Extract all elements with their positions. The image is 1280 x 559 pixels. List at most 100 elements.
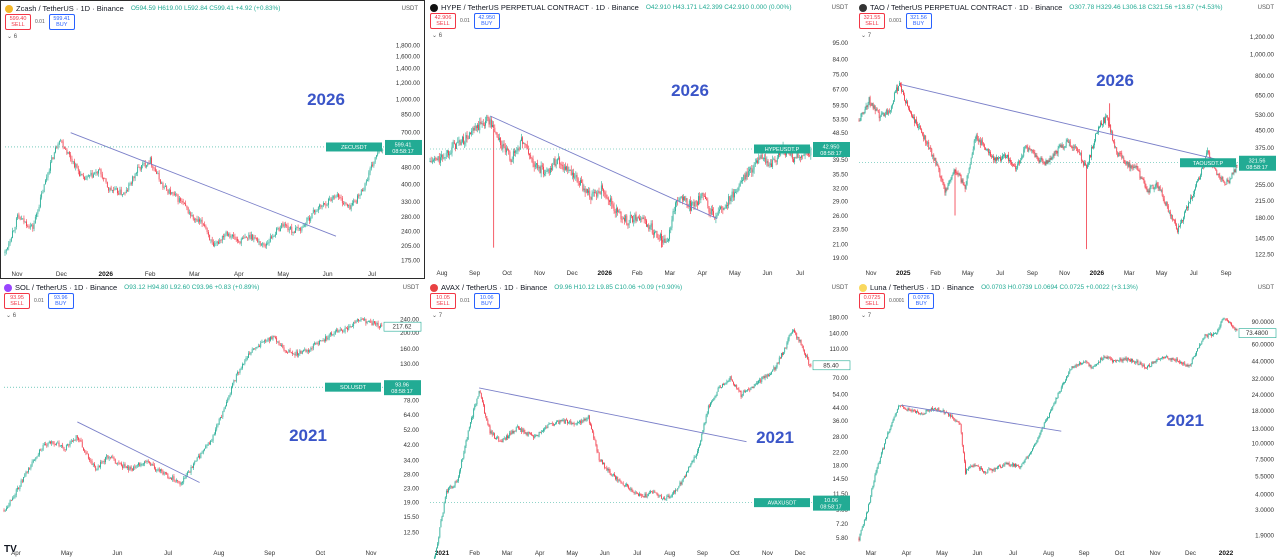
candle-body	[142, 163, 144, 166]
candle-body	[934, 157, 936, 161]
indicators-toggle[interactable]: ⌄ 7	[861, 33, 872, 39]
trendline[interactable]	[490, 115, 718, 219]
indicators-toggle[interactable]: ⌄ 7	[432, 313, 443, 319]
candle-body	[571, 423, 573, 425]
candle-body	[202, 450, 204, 453]
buy-button[interactable]: 93.96 BUY	[47, 293, 74, 309]
candle-body	[791, 152, 793, 160]
candle-body	[1119, 152, 1121, 154]
candle-body	[622, 218, 624, 220]
candle-body	[1108, 356, 1110, 358]
candle-body	[481, 397, 483, 403]
candle-body	[590, 197, 592, 200]
candle-body	[722, 383, 723, 388]
chart-panel-sol[interactable]: 12.50 15.50 19.00 23.00 28.00 34.00 42.00 52.00…	[0, 280, 425, 559]
last-price-text: 321.56	[1249, 158, 1266, 164]
candle-body	[772, 159, 774, 167]
indicators-toggle[interactable]: ⌄ 7	[861, 313, 872, 319]
candle-body	[627, 224, 629, 226]
candle-body	[229, 393, 231, 396]
x-tick-label: Sep	[697, 550, 709, 557]
trendline[interactable]	[901, 404, 1062, 432]
candle-body	[70, 154, 72, 159]
candle-body	[503, 438, 505, 440]
buy-button[interactable]: 42.950 BUY	[473, 13, 500, 29]
trendline[interactable]	[77, 421, 200, 483]
candle-body	[1063, 147, 1065, 149]
sell-label: SELL	[436, 21, 450, 27]
candle-body	[1053, 154, 1055, 156]
chart-panel-hype[interactable]: 19.00 21.00 23.50 26.00 29.00 32.00 35.50 39.50…	[426, 0, 854, 279]
candle-body	[452, 141, 454, 147]
candle-body	[101, 174, 103, 179]
chart-panel-zec[interactable]: 175.00 205.00 240.00 280.00 330.00 400.00 480.…	[0, 0, 425, 279]
candle-body	[23, 476, 24, 482]
trendline[interactable]	[901, 84, 1234, 164]
candle-body	[990, 469, 992, 470]
candle-body	[881, 113, 883, 115]
chart-title[interactable]: SOL / TetherUS · 1D · Binance	[15, 283, 118, 292]
candle-body	[1076, 148, 1078, 152]
candle-body	[1228, 321, 1229, 323]
candle-body	[1172, 358, 1174, 359]
indicators-toggle[interactable]: ⌄ 6	[7, 34, 18, 40]
candle-body	[478, 391, 480, 397]
candle-body	[175, 194, 176, 196]
candle-body	[581, 420, 583, 423]
price-chart-svg[interactable]: 5.807.209.0011.5014.5018.0022.0028.0036.…	[426, 280, 854, 559]
candle-body	[532, 158, 534, 164]
chart-panel-avax[interactable]: 5.807.209.0011.5014.5018.0022.0028.0036.…	[426, 280, 854, 559]
price-chart-svg[interactable]: 1.90003.00004.00005.50007.500010.000013.…	[855, 280, 1280, 559]
candle-body	[648, 224, 650, 230]
buy-button[interactable]: 0.0726 BUY	[908, 293, 935, 309]
candle-body	[636, 493, 638, 495]
sell-button[interactable]: 93.95 SELL	[4, 293, 30, 309]
sell-button[interactable]: 0.0725 SELL	[859, 293, 885, 309]
buy-button[interactable]: 321.56 BUY	[905, 13, 932, 29]
trendline[interactable]	[479, 387, 747, 443]
symbol-badge	[754, 498, 810, 508]
sell-button[interactable]: 42.906 SELL	[430, 13, 456, 29]
candle-body	[207, 443, 209, 445]
price-chart-svg[interactable]: 12.5015.5019.0023.0028.0034.0042.0052.00…	[0, 280, 425, 559]
chart-panel-tao[interactable]: 122.50145.00180.00215.00255.00305.00375.…	[855, 0, 1280, 279]
ohlc-values: O0.0703 H0.0739 L0.0694 C0.0725 +0.0022 …	[981, 284, 1138, 291]
last-price-text: 599.41	[395, 142, 412, 148]
candle-body	[155, 468, 156, 471]
candle-body	[563, 419, 565, 424]
chart-title[interactable]: TAO / TetherUS PERPETUAL CONTRACT · 1D ·…	[870, 3, 1063, 12]
candle-body	[1206, 335, 1208, 338]
candle-body	[42, 192, 44, 194]
chart-title[interactable]: AVAX / TetherUS · 1D · Binance	[441, 283, 548, 292]
candle-body	[728, 379, 730, 382]
buy-button[interactable]: 599.41 BUY	[48, 14, 75, 30]
trendline[interactable]	[70, 132, 337, 237]
candle-body	[1073, 146, 1075, 148]
buy-button[interactable]: 10.06 BUY	[473, 293, 500, 309]
price-chart-svg[interactable]: 175.00205.00240.00280.00330.00400.00480.…	[1, 1, 425, 279]
candle-body	[942, 409, 944, 412]
chart-panel-luna[interactable]: 1.9000 3.0000 4.0000 5.5000 7.5000 10.0000 13.…	[855, 280, 1280, 559]
chart-title[interactable]: HYPE / TetherUS PERPETUAL CONTRACT · 1D …	[441, 3, 639, 12]
buy-price: 599.41	[53, 16, 71, 22]
candle-body	[438, 156, 440, 163]
indicators-toggle[interactable]: ⌄ 6	[432, 33, 443, 39]
candle-body	[707, 200, 709, 206]
candle-body	[487, 420, 489, 425]
candle-body	[457, 141, 459, 144]
candle-body	[315, 343, 317, 344]
candle-body	[765, 157, 767, 164]
chart-title[interactable]: Zcash / TetherUS · 1D · Binance	[16, 4, 124, 13]
chart-title[interactable]: Luna / TetherUS · 1D · Binance	[870, 283, 975, 292]
sell-button[interactable]: 10.05 SELL	[430, 293, 456, 309]
price-chart-svg[interactable]: 19.0021.0023.5026.0029.0032.0035.5039.50…	[426, 0, 854, 279]
sell-button[interactable]: 321.55 SELL	[859, 13, 885, 29]
candle-body	[917, 411, 918, 412]
y-tick-label: 12.50	[404, 529, 420, 536]
indicators-toggle[interactable]: ⌄ 6	[6, 313, 17, 319]
price-chart-svg[interactable]: 122.50145.00180.00215.00255.00305.00375.…	[855, 0, 1280, 279]
sell-button[interactable]: 599.40 SELL	[5, 14, 31, 30]
candle-body	[377, 153, 379, 156]
candle-body	[539, 431, 541, 433]
candle-body	[775, 161, 777, 163]
